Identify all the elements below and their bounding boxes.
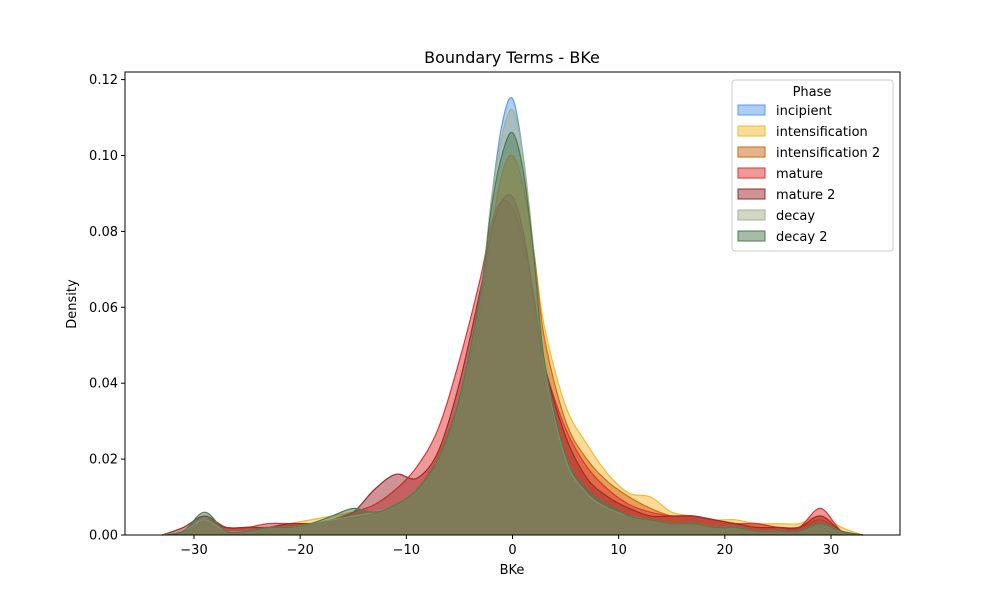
y-tick-label: 0.08 [89, 225, 118, 240]
legend-title: Phase [793, 85, 832, 100]
y-tick-label: 0.06 [89, 301, 118, 316]
legend-items: incipient intensification intensification … [737, 104, 880, 245]
y-axis-label: Density [65, 279, 80, 329]
legend-label: mature 2 [776, 188, 835, 203]
y-tick-label: 0.00 [89, 529, 118, 544]
y-tick-label: 0.04 [89, 377, 118, 392]
legend-label: decay 2 [776, 230, 827, 245]
legend-swatch [737, 209, 766, 221]
legend-frame [731, 79, 894, 252]
x-axis: −30 −20 −10 0 10 20 30 [180, 535, 839, 558]
y-tick-label: 0.12 [89, 73, 118, 88]
legend-label: incipient [776, 104, 832, 119]
legend-label: mature [776, 167, 823, 182]
series-line-6 [162, 131, 863, 536]
x-tick-label: 20 [717, 543, 734, 558]
chart-title: Boundary Terms - BKe [424, 48, 600, 67]
legend: Phase incipient intensification intensific… [731, 79, 894, 252]
x-tick-label: 30 [823, 543, 840, 558]
legend-swatch [737, 104, 766, 116]
y-tick-label: 0.10 [89, 149, 118, 164]
x-tick-label: 0 [508, 543, 516, 558]
series-layer [161, 96, 864, 536]
legend-swatch [737, 125, 766, 137]
x-tick-label: 10 [610, 543, 627, 558]
y-axis: 0.00 0.02 0.04 0.06 0.08 0.10 0.12 [89, 73, 125, 544]
legend-label: decay [776, 209, 815, 224]
y-tick-label: 0.02 [89, 453, 118, 468]
x-axis-label: BKe [500, 563, 525, 578]
series-area-6 [162, 132, 863, 535]
legend-label: intensification [776, 125, 868, 140]
legend-swatch [737, 146, 766, 158]
x-tick-label: −20 [286, 543, 313, 558]
x-tick-label: −10 [393, 543, 420, 558]
legend-swatch [737, 188, 766, 200]
legend-swatch [737, 167, 766, 179]
legend-swatch [737, 230, 766, 242]
x-tick-label: −30 [180, 543, 207, 558]
legend-label: intensification 2 [776, 146, 880, 161]
